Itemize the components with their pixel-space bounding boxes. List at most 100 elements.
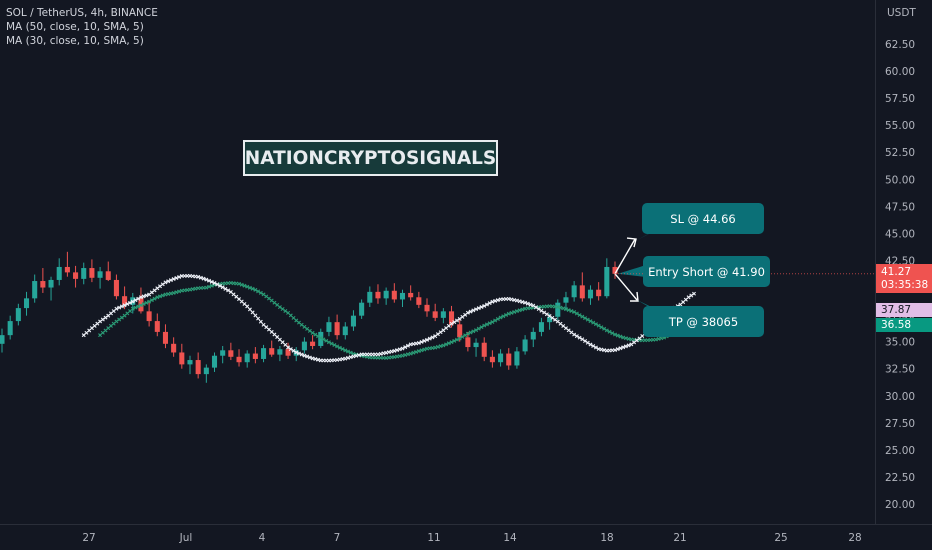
ma-30-line (523, 300, 528, 305)
price-tick-label: 25.00 (885, 445, 915, 457)
ma-30-line (517, 299, 522, 304)
ma-50-line (569, 309, 574, 313)
ma-30-line (392, 348, 397, 353)
ma-50-line (610, 331, 615, 336)
candle-body (285, 349, 291, 356)
candle-body (399, 292, 406, 300)
entry-callout[interactable]: Entry Short @ 41.90 (643, 256, 770, 287)
ma-50-line (310, 330, 315, 335)
time-tick-label: 7 (334, 532, 341, 544)
ma-30-line (299, 352, 304, 357)
ma-30-line (100, 317, 105, 322)
ma-30-line (348, 355, 353, 360)
ma-30-line (452, 320, 457, 325)
ma-30-line (544, 312, 549, 317)
watermark-label: NATIONCRYPTOSIGNALS (243, 140, 498, 176)
ma-50-line (141, 302, 146, 306)
ma-50-line (337, 345, 342, 350)
time-tick-label: 28 (848, 532, 861, 544)
ma-50-line (482, 323, 487, 328)
ma-30-line (307, 355, 312, 360)
ma-30-line (414, 341, 419, 346)
ma-30-line (207, 278, 212, 283)
ma-50-line (588, 319, 593, 324)
ma-30-line (256, 316, 261, 321)
price-tick-label: 50.00 (885, 174, 915, 186)
symbol-title[interactable]: SOL / TetherUS, 4h, BINANCE (6, 7, 158, 19)
ma-50-line (419, 348, 424, 353)
ma-50-line (416, 349, 421, 354)
ma-30-line (585, 340, 590, 345)
time-tick-label: 4 (259, 532, 266, 544)
candle-body (162, 331, 169, 344)
ma-50-line (158, 294, 163, 299)
ma-50-line (207, 284, 212, 289)
ma-30-line (351, 354, 356, 359)
ma-30-line (204, 277, 209, 282)
candle-body (7, 321, 13, 336)
ma-50-line (414, 349, 419, 354)
ma-50-line (163, 292, 168, 297)
candle-body (457, 324, 463, 338)
ma-30-line (296, 351, 301, 356)
ma-50-line (460, 334, 465, 339)
time-tick-label: Jul (179, 532, 193, 544)
ma-30-line (258, 319, 263, 324)
ma-50-line (144, 300, 149, 305)
ma-30-line (626, 343, 631, 348)
ma-50-line (476, 326, 481, 331)
ma-50-line (474, 328, 479, 333)
ma-50-line (506, 311, 511, 316)
ma-50-line (147, 299, 152, 304)
ma-30-line (226, 288, 231, 293)
ma-50-line (454, 337, 459, 342)
ma-50-legend[interactable]: MA (50, close, 10, SMA, 5) (6, 21, 144, 33)
ma-30-line (583, 339, 588, 343)
candle-body (179, 352, 185, 365)
ma-50-line (626, 336, 631, 341)
ma-30-line (163, 280, 168, 285)
ma-50-line (166, 291, 171, 296)
candle-body (579, 285, 585, 299)
candle-body (146, 311, 152, 322)
candle-body (367, 291, 373, 303)
ma-30-line (427, 336, 432, 341)
candle-body (154, 321, 160, 332)
last-price-tag: 41.27 03:35:38 (876, 264, 932, 293)
ma-50-line (457, 336, 462, 341)
stop-loss-callout[interactable]: SL @ 44.66 (642, 203, 764, 234)
ma-30-line (495, 298, 500, 303)
ma-30-legend[interactable]: MA (30, close, 10, SMA, 5) (6, 35, 144, 47)
ma-50-line (656, 336, 661, 341)
ma-50-line (613, 332, 617, 337)
ma-50-line (324, 338, 329, 343)
candle-body (432, 311, 438, 318)
ma-30-line (250, 310, 255, 315)
ma-50-line (343, 348, 348, 353)
candle-body (56, 266, 62, 280)
ma-30-line (114, 306, 119, 311)
ma-50-line (435, 344, 440, 349)
ma-50-line (623, 336, 628, 341)
take-profit-callout[interactable]: TP @ 38065 (643, 306, 764, 337)
candle-body (81, 268, 87, 279)
candle-body (261, 348, 267, 359)
candle-body (15, 308, 21, 322)
ma-50-line (277, 305, 282, 310)
ma-30-line (623, 344, 628, 349)
ma-30-line (474, 307, 479, 312)
ma-30-line (514, 298, 519, 303)
ma-50-line (171, 290, 176, 295)
ma-30-line (125, 302, 130, 306)
time-tick-label: 27 (82, 532, 95, 544)
price-tick-label: 20.00 (885, 499, 915, 511)
ma-30-line (144, 293, 149, 298)
ma-30-line (128, 300, 133, 305)
ma-50-line (114, 319, 119, 324)
ma-50-line (321, 337, 326, 342)
ma-50-line (446, 341, 451, 346)
price-tick-label: 62.50 (885, 39, 915, 51)
ma-50-line (348, 350, 353, 355)
